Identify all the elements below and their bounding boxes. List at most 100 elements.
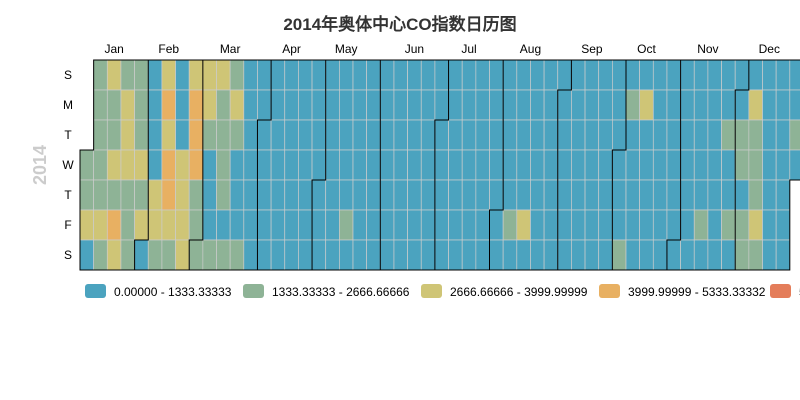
day-cell[interactable]: [284, 119, 299, 151]
day-cell[interactable]: [134, 239, 149, 271]
day-cell[interactable]: [475, 59, 490, 91]
day-cell[interactable]: [721, 59, 736, 91]
day-cell[interactable]: [502, 209, 518, 241]
day-cell[interactable]: [611, 119, 627, 151]
day-cell[interactable]: [448, 209, 463, 241]
day-cell[interactable]: [161, 179, 176, 211]
day-cell[interactable]: [598, 239, 613, 271]
day-cell[interactable]: [557, 149, 572, 181]
day-cell[interactable]: [489, 149, 504, 181]
day-cell[interactable]: [666, 89, 681, 121]
day-cell[interactable]: [584, 119, 600, 151]
day-cell[interactable]: [762, 239, 777, 271]
day-cell[interactable]: [379, 179, 395, 211]
day-cell[interactable]: [325, 59, 340, 91]
day-cell[interactable]: [625, 89, 640, 121]
day-cell[interactable]: [147, 119, 163, 151]
day-cell[interactable]: [379, 119, 395, 151]
day-cell[interactable]: [379, 209, 395, 241]
day-cell[interactable]: [461, 209, 477, 241]
day-cell[interactable]: [420, 179, 436, 211]
day-cell[interactable]: [298, 209, 313, 241]
day-cell[interactable]: [789, 89, 800, 121]
day-cell[interactable]: [161, 59, 176, 91]
day-cell[interactable]: [147, 149, 163, 181]
day-cell[interactable]: [598, 179, 613, 211]
day-cell[interactable]: [598, 209, 613, 241]
day-cell[interactable]: [79, 149, 94, 181]
day-cell[interactable]: [270, 59, 286, 91]
day-cell[interactable]: [161, 209, 176, 241]
day-cell[interactable]: [106, 239, 122, 271]
day-cell[interactable]: [93, 179, 108, 211]
day-cell[interactable]: [407, 119, 422, 151]
day-cell[interactable]: [666, 179, 681, 211]
day-cell[interactable]: [530, 119, 545, 151]
day-cell[interactable]: [639, 119, 654, 151]
day-cell[interactable]: [775, 149, 791, 181]
day-cell[interactable]: [434, 209, 449, 241]
day-cell[interactable]: [693, 89, 709, 121]
day-cell[interactable]: [707, 149, 722, 181]
day-cell[interactable]: [707, 89, 722, 121]
day-cell[interactable]: [298, 179, 313, 211]
day-cell[interactable]: [652, 119, 668, 151]
day-cell[interactable]: [734, 89, 750, 121]
day-cell[interactable]: [680, 89, 695, 121]
day-cell[interactable]: [352, 119, 367, 151]
day-cell[interactable]: [721, 119, 736, 151]
day-cell[interactable]: [475, 89, 490, 121]
day-cell[interactable]: [557, 209, 572, 241]
day-cell[interactable]: [79, 209, 94, 241]
day-cell[interactable]: [448, 239, 463, 271]
day-cell[interactable]: [461, 179, 477, 211]
day-cell[interactable]: [625, 149, 640, 181]
day-cell[interactable]: [639, 59, 654, 91]
day-cell[interactable]: [543, 119, 559, 151]
day-cell[interactable]: [748, 59, 763, 91]
day-cell[interactable]: [639, 149, 654, 181]
day-cell[interactable]: [202, 59, 217, 91]
day-cell[interactable]: [571, 89, 586, 121]
day-cell[interactable]: [311, 89, 327, 121]
day-cell[interactable]: [734, 209, 750, 241]
day-cell[interactable]: [420, 119, 436, 151]
day-cell[interactable]: [202, 119, 217, 151]
day-cell[interactable]: [707, 119, 722, 151]
day-cell[interactable]: [147, 89, 163, 121]
day-cell[interactable]: [393, 119, 408, 151]
day-cell[interactable]: [229, 239, 245, 271]
day-cell[interactable]: [543, 59, 559, 91]
day-cell[interactable]: [666, 239, 681, 271]
day-cell[interactable]: [530, 89, 545, 121]
day-cell[interactable]: [652, 179, 668, 211]
day-cell[interactable]: [734, 59, 750, 91]
day-cell[interactable]: [298, 59, 313, 91]
day-cell[interactable]: [106, 119, 122, 151]
day-cell[interactable]: [448, 59, 463, 91]
day-cell[interactable]: [229, 149, 245, 181]
day-cell[interactable]: [188, 59, 204, 91]
day-cell[interactable]: [557, 89, 572, 121]
day-cell[interactable]: [434, 179, 449, 211]
day-cell[interactable]: [270, 239, 286, 271]
day-cell[interactable]: [693, 179, 709, 211]
day-cell[interactable]: [502, 239, 518, 271]
day-cell[interactable]: [571, 59, 586, 91]
day-cell[interactable]: [557, 179, 572, 211]
day-cell[interactable]: [530, 59, 545, 91]
day-cell[interactable]: [625, 179, 640, 211]
day-cell[interactable]: [79, 179, 94, 211]
day-cell[interactable]: [584, 209, 600, 241]
day-cell[interactable]: [93, 119, 108, 151]
legend-label[interactable]: 2666.66666 - 3999.99999: [450, 285, 588, 299]
day-cell[interactable]: [489, 239, 504, 271]
day-cell[interactable]: [393, 149, 408, 181]
day-cell[interactable]: [147, 209, 163, 241]
day-cell[interactable]: [652, 59, 668, 91]
day-cell[interactable]: [188, 179, 204, 211]
legend-label[interactable]: 0.00000 - 1333.33333: [114, 285, 232, 299]
day-cell[interactable]: [530, 239, 545, 271]
day-cell[interactable]: [311, 239, 327, 271]
day-cell[interactable]: [366, 179, 381, 211]
